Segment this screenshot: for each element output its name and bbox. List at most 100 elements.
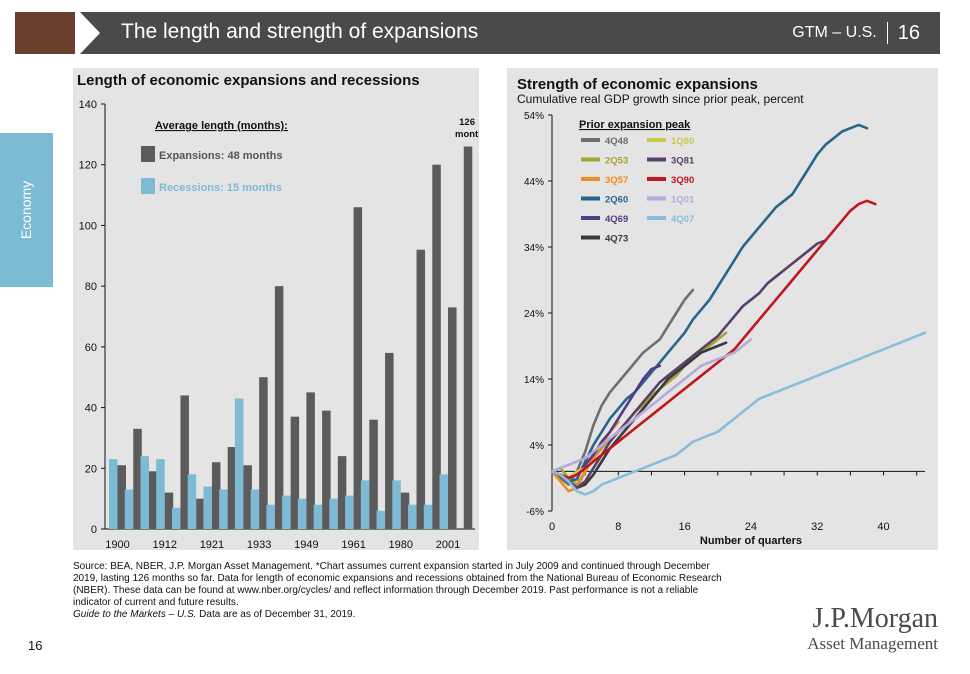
y-tick-label: 34% (524, 243, 544, 254)
y-tick-label: 80 (85, 281, 97, 293)
legend-label: 3Q81 (671, 156, 695, 167)
source-line: indicator of current and future results. (73, 597, 239, 608)
legend-swatch (647, 157, 666, 162)
expansion-bar (448, 307, 457, 529)
source-line: 2019, lasting 126 months so far. Data fo… (73, 573, 722, 584)
legend-swatch (581, 235, 600, 240)
legend-swatch (581, 157, 600, 162)
x-tick-label: 1949 (294, 539, 318, 550)
expansion-bar (353, 207, 363, 529)
bar-chart: 0 20 40 60 80 100 120 140 1900 1912 1921 1933 1949 19… (79, 99, 479, 550)
expansion-bar (243, 465, 252, 529)
recession-bar (313, 504, 323, 529)
x-tick-label: 0 (549, 521, 555, 533)
x-tick-label: 32 (811, 521, 823, 533)
expansion-bar (227, 447, 237, 529)
recession-bar (282, 495, 291, 529)
guide-date: Data are as of December 31, 2019. (196, 609, 356, 620)
x-tick-label: 8 (615, 521, 621, 533)
y-tick-label: 20 (85, 463, 97, 475)
legend-label: 4Q48 (605, 136, 628, 147)
x-tick-label: 2001 (436, 539, 460, 550)
legend-label-recessions: Recessions: 15 months (159, 182, 282, 194)
jpmorgan-logo: J.P.Morgan Asset Management (807, 604, 938, 654)
expansion-bar (337, 456, 347, 529)
logo-line-1: J.P.Morgan (812, 603, 938, 634)
recession-bar (392, 480, 401, 529)
x-tick-label: 40 (877, 521, 889, 533)
recession-bar (156, 459, 165, 529)
legend-label: 1Q80 (671, 136, 694, 147)
section-tab-label: Economy (18, 180, 34, 240)
guide-code: GTM – U.S. (792, 24, 877, 42)
recession-bar (171, 507, 181, 529)
expansion-bar (180, 395, 189, 529)
series-line-2q60 (550, 123, 869, 483)
recession-bar (376, 510, 386, 529)
expansion-bar (416, 249, 426, 529)
expansion-bar (211, 462, 221, 529)
expansion-bar (274, 286, 284, 529)
legend-swatch (647, 196, 666, 201)
right-chart-panel: Strength of economic expansions Cumulati… (507, 68, 938, 550)
expansion-bar (196, 498, 205, 529)
legend-swatch (647, 138, 666, 142)
y-tick-label: 54% (524, 111, 544, 122)
source-note: Source: BEA, NBER, J.P. Morgan Asset Man… (73, 561, 813, 621)
annotation-line-1: 126 (459, 117, 475, 128)
series-line-4q07 (550, 331, 927, 496)
legend-swatch (581, 196, 600, 201)
recession-bar (297, 498, 307, 529)
x-axis-label: Number of quarters (700, 535, 802, 547)
y-tick-label: 140 (79, 99, 97, 111)
recession-bar (329, 498, 338, 529)
legend-label: 4Q07 (671, 214, 694, 225)
source-line: Source: BEA, NBER, J.P. Morgan Asset Man… (73, 561, 710, 572)
header-separator (886, 22, 888, 44)
right-chart-subtitle: Cumulative real GDP growth since prior p… (517, 92, 804, 106)
y-tick-label: 60 (85, 342, 97, 354)
x-tick-label: 1900 (105, 539, 129, 550)
x-tick-label: 1980 (389, 539, 413, 550)
y-tick-label: 24% (524, 309, 544, 320)
y-tick-label: 44% (524, 177, 544, 188)
legend-label: 3Q90 (671, 175, 694, 186)
line-chart: -6% 4% 14% 24% 34% 44% 54% 0 8 16 24 32 40 Number of … (524, 111, 927, 547)
left-chart-title: Length of economic expansions and recess… (77, 72, 420, 89)
annotation-line-2: months* (455, 129, 479, 140)
recession-bar (187, 474, 197, 529)
header-bar (80, 12, 940, 54)
legend-label: 4Q73 (605, 234, 628, 245)
right-chart-title: Strength of economic expansions (517, 76, 758, 93)
page-title: The length and strength of expansions (121, 20, 479, 43)
legend-label: 3Q57 (605, 175, 628, 186)
x-tick-label: 16 (678, 521, 690, 533)
left-chart-panel: Length of economic expansions and recess… (73, 68, 479, 550)
recession-bar (345, 495, 354, 529)
series-line-3q90 (550, 199, 877, 480)
y-tick-label: 120 (79, 160, 97, 172)
expansion-bar (463, 146, 473, 529)
legend-swatch (581, 177, 600, 181)
expansion-bar (400, 492, 410, 529)
recession-bar (266, 504, 275, 529)
legend-swatch (581, 138, 600, 142)
legend-swatch (581, 216, 600, 220)
legend-label-expansions: Expansions: 48 months (159, 150, 282, 162)
header-brown-block (15, 12, 75, 54)
y-tick-label: -6% (526, 507, 544, 518)
legend-swatch (647, 216, 666, 220)
legend-swatch (647, 177, 666, 181)
expansion-bar (322, 410, 331, 529)
legend-heading: Average length (months): (155, 120, 288, 132)
section-tab[interactable]: Economy (0, 133, 53, 287)
header-page-number: 16 (897, 22, 920, 44)
legend-label: 4Q69 (605, 214, 628, 225)
series-line-3q81 (550, 239, 827, 490)
y-tick-label: 0 (91, 524, 97, 536)
guide-title: Guide to the Markets – U.S. (73, 609, 197, 620)
page-number: 16 (28, 638, 43, 653)
recession-bar (219, 489, 228, 529)
recession-bar (140, 456, 149, 529)
recession-bar (109, 459, 118, 529)
